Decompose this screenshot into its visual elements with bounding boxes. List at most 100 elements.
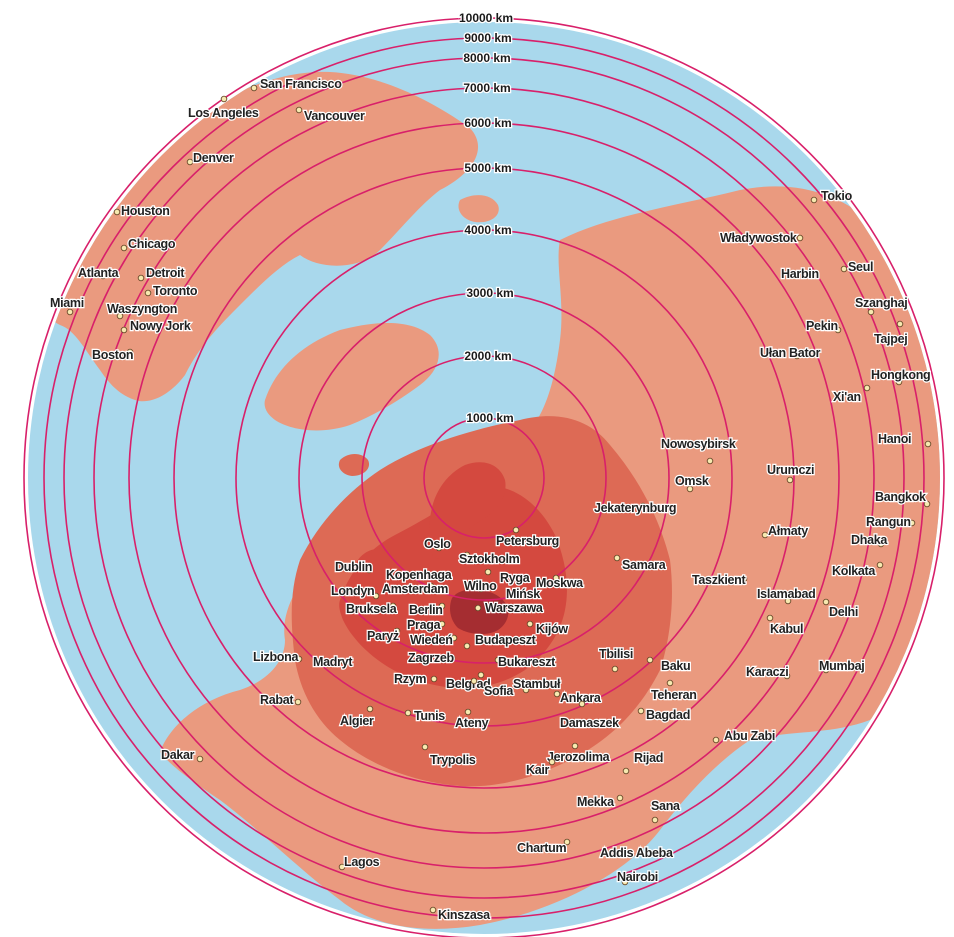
city-dot xyxy=(196,755,204,763)
city-dot xyxy=(548,758,556,766)
city-marker: Jerozolima xyxy=(546,742,612,765)
city-marker: Hanoi xyxy=(877,431,932,448)
city-marker: Ałmaty xyxy=(761,523,810,539)
city-dot xyxy=(512,526,520,534)
city-marker: Wilno xyxy=(463,578,499,594)
city-marker: Bagdad xyxy=(637,707,692,723)
city-label: Chicago xyxy=(128,237,176,251)
city-dot xyxy=(895,378,903,386)
landmass-europe-core xyxy=(339,486,567,689)
city-dot xyxy=(113,208,121,216)
city-label: Sofia xyxy=(484,684,514,698)
city-label: Warszawa xyxy=(485,601,544,615)
city-dot xyxy=(99,272,107,280)
city-dot xyxy=(126,348,134,356)
city-label: Sana xyxy=(651,799,681,813)
city-marker: Ateny xyxy=(454,708,490,731)
city-marker: Los Angeles xyxy=(187,95,260,121)
city-label: Rijad xyxy=(634,751,663,765)
city-dot xyxy=(430,675,438,683)
city-dot xyxy=(250,84,258,92)
city-label: Wilno xyxy=(464,579,497,593)
city-dot xyxy=(389,602,397,610)
city-dot xyxy=(639,502,647,510)
city-marker: Denver xyxy=(186,150,236,166)
city-marker: Tokio xyxy=(810,188,854,204)
ring-label: 7000 km xyxy=(463,81,510,95)
city-marker: Atlanta xyxy=(77,265,121,281)
city-label: Praga xyxy=(407,618,442,632)
city-dot xyxy=(783,672,791,680)
city-marker: Nairobi xyxy=(616,869,659,886)
city-dot xyxy=(810,196,818,204)
distance-ring xyxy=(235,229,733,727)
city-label: Lizbona xyxy=(253,650,299,664)
city-marker: Pekin xyxy=(805,318,842,334)
city-label: Moskwa xyxy=(536,576,584,590)
city-dot xyxy=(120,326,128,334)
city-label: Petersburg xyxy=(496,534,559,548)
city-dot xyxy=(494,656,502,664)
city-dot xyxy=(706,457,714,465)
ring-label: 6000 km xyxy=(464,116,511,130)
city-marker: Vancouver xyxy=(295,106,366,124)
city-dot xyxy=(611,665,619,673)
city-dot xyxy=(924,440,932,448)
city-marker: Bangkok xyxy=(874,489,931,508)
city-dot xyxy=(571,742,579,750)
city-label: Rzym xyxy=(394,672,426,686)
city-dot xyxy=(295,106,303,114)
city-label: Madryt xyxy=(313,655,353,669)
city-label: Budapeszt xyxy=(475,633,537,647)
city-marker: Chicago xyxy=(120,236,177,252)
city-dot xyxy=(429,906,437,914)
cities: San Francisco Los Angeles Vancouver Denver H… xyxy=(49,76,932,923)
landmass-greenland xyxy=(264,323,439,431)
city-label: Taszkient xyxy=(692,573,746,587)
city-marker: Sana xyxy=(650,798,683,824)
city-dot xyxy=(578,700,586,708)
city-label: Miami xyxy=(50,296,84,310)
city-marker: Kijów xyxy=(526,620,570,637)
city-dot xyxy=(552,574,560,582)
city-label: Abu Zabi xyxy=(724,729,775,743)
distance-ring xyxy=(298,292,670,664)
city-marker: Lizbona xyxy=(252,649,303,665)
distance-ring xyxy=(23,17,945,937)
city-dot xyxy=(186,158,194,166)
city-label: Vancouver xyxy=(304,109,365,123)
city-label: Algier xyxy=(340,714,374,728)
city-dot xyxy=(463,551,471,559)
city-marker: Amsterdam xyxy=(381,581,450,597)
city-label: Harbin xyxy=(781,267,819,281)
city-dot xyxy=(834,326,842,334)
city-dot xyxy=(553,690,561,698)
city-label: Urumczi xyxy=(767,463,814,477)
city-label: Władywostok xyxy=(720,231,797,245)
city-dot xyxy=(786,476,794,484)
city-dot xyxy=(448,654,456,662)
distance-ring xyxy=(43,37,925,919)
city-dot xyxy=(474,604,482,612)
city-marker: Harbin xyxy=(780,266,820,282)
city-label: Tbilisi xyxy=(599,647,633,661)
city-marker: Trypolis xyxy=(421,743,477,768)
city-dot xyxy=(808,272,816,280)
city-marker: Sofia xyxy=(470,677,516,699)
city-marker: Zagrzeb xyxy=(407,650,456,666)
city-dot xyxy=(66,308,74,316)
city-label: Tokio xyxy=(821,189,853,203)
city-label: Baku xyxy=(661,659,690,673)
city-marker: Algier xyxy=(339,705,376,729)
city-marker: Kinszasa xyxy=(429,906,493,923)
city-dot xyxy=(867,308,875,316)
city-marker: Dhaka xyxy=(850,532,890,548)
distance-ring xyxy=(173,167,795,789)
city-dot xyxy=(876,561,884,569)
city-label: Houston xyxy=(121,204,170,218)
city-marker: Nowy Jork xyxy=(120,318,192,334)
city-label: Londyn xyxy=(331,584,374,598)
city-dot xyxy=(840,265,848,273)
city-dot xyxy=(793,352,801,360)
city-label: Ułan Bator xyxy=(760,346,821,360)
